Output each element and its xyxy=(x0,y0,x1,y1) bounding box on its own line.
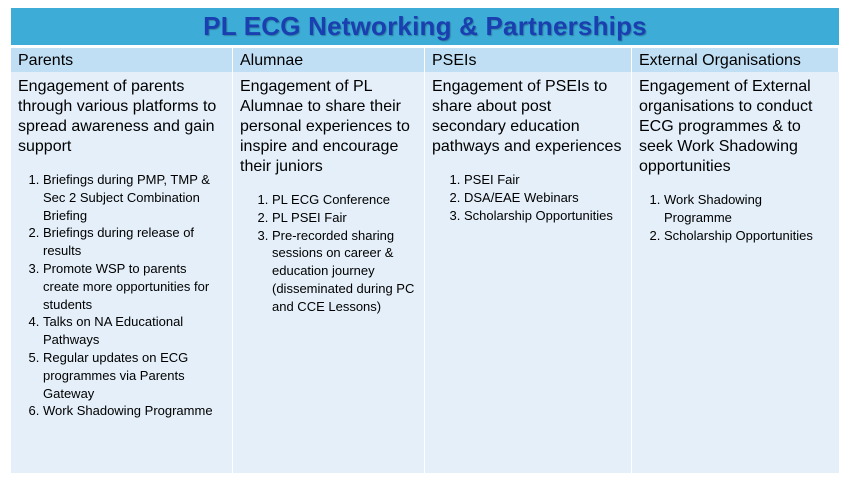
pseis-intro: Engagement of PSEIs to share about post … xyxy=(432,78,622,155)
title-banner: PL ECG Networking & Partnerships xyxy=(11,8,839,45)
external-organisations-list: Work Shadowing Programme Scholarship Opp… xyxy=(639,191,833,244)
list-item: Talks on NA Educational Pathways xyxy=(43,313,226,349)
parents-cell: Engagement of parents through various pl… xyxy=(11,72,233,473)
page-title: PL ECG Networking & Partnerships xyxy=(203,11,647,41)
list-item: Work Shadowing Programme xyxy=(43,402,226,420)
column-header-external-organisations: External Organisations xyxy=(632,48,839,72)
external-organisations-cell: Engagement of External organisations to … xyxy=(632,72,839,473)
alumnae-cell: Engagement of PL Alumnae to share their … xyxy=(233,72,425,473)
column-header-pseis: PSEIs xyxy=(425,48,632,72)
list-item: Briefings during PMP, TMP & Sec 2 Subjec… xyxy=(43,171,226,224)
pseis-list: PSEI Fair DSA/EAE Webinars Scholarship O… xyxy=(432,171,625,224)
column-header-parents: Parents xyxy=(11,48,233,72)
list-item: PSEI Fair xyxy=(464,171,625,189)
list-item: Work Shadowing Programme xyxy=(664,191,833,227)
list-item: Regular updates on ECG programmes via Pa… xyxy=(43,349,226,402)
column-header-alumnae: Alumnae xyxy=(233,48,425,72)
partnerships-table: Parents Alumnae PSEIs External Organisat… xyxy=(11,48,839,473)
parents-intro: Engagement of parents through various pl… xyxy=(18,78,217,155)
parents-list: Briefings during PMP, TMP & Sec 2 Subjec… xyxy=(18,171,226,420)
list-item: Scholarship Opportunities xyxy=(464,207,625,225)
list-item: Promote WSP to parents create more oppor… xyxy=(43,260,226,313)
pseis-cell: Engagement of PSEIs to share about post … xyxy=(425,72,632,473)
alumnae-intro: Engagement of PL Alumnae to share their … xyxy=(240,78,410,175)
list-item: DSA/EAE Webinars xyxy=(464,189,625,207)
list-item: PL ECG Conference xyxy=(272,191,418,209)
list-item: PL PSEI Fair xyxy=(272,209,418,227)
external-organisations-intro: Engagement of External organisations to … xyxy=(639,78,813,175)
list-item: Scholarship Opportunities xyxy=(664,227,833,245)
alumnae-list: PL ECG Conference PL PSEI Fair Pre-recor… xyxy=(240,191,418,316)
list-item: Briefings during release of results xyxy=(43,224,226,260)
list-item: Pre-recorded sharing sessions on career … xyxy=(272,227,418,316)
